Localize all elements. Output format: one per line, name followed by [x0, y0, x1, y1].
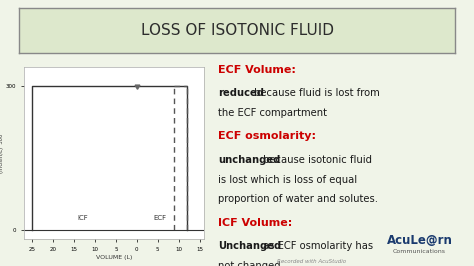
Text: not changed.: not changed.: [219, 261, 284, 266]
Text: ICF Volume:: ICF Volume:: [219, 218, 292, 228]
Text: is lost which is loss of equal: is lost which is loss of equal: [219, 174, 357, 185]
Text: AcuLe@rn: AcuLe@rn: [387, 234, 453, 247]
Text: Unchanged: Unchanged: [219, 242, 282, 251]
Text: ICF: ICF: [77, 215, 88, 221]
Text: ECF: ECF: [153, 215, 166, 221]
Text: because isotonic fluid: because isotonic fluid: [260, 155, 372, 165]
Text: Recorded with AcuStudio: Recorded with AcuStudio: [277, 259, 346, 264]
Text: proportion of water and solutes.: proportion of water and solutes.: [219, 194, 378, 204]
Text: because fluid is lost from: because fluid is lost from: [251, 88, 379, 98]
Text: as ECF osmolarity has: as ECF osmolarity has: [260, 242, 373, 251]
Text: Communications: Communications: [392, 248, 446, 253]
Text: the ECF compartment: the ECF compartment: [219, 108, 328, 118]
Text: unchanged: unchanged: [219, 155, 281, 165]
Text: ECF osmolarity:: ECF osmolarity:: [219, 131, 317, 142]
X-axis label: VOLUME (L): VOLUME (L): [96, 255, 132, 260]
Text: ECF Volume:: ECF Volume:: [219, 65, 296, 74]
Text: reduced: reduced: [219, 88, 264, 98]
Text: LOSS OF ISOTONIC FLUID: LOSS OF ISOTONIC FLUID: [140, 23, 334, 38]
Y-axis label: OSMOLARITY
(mOsm/L)  300: OSMOLARITY (mOsm/L) 300: [0, 133, 4, 173]
